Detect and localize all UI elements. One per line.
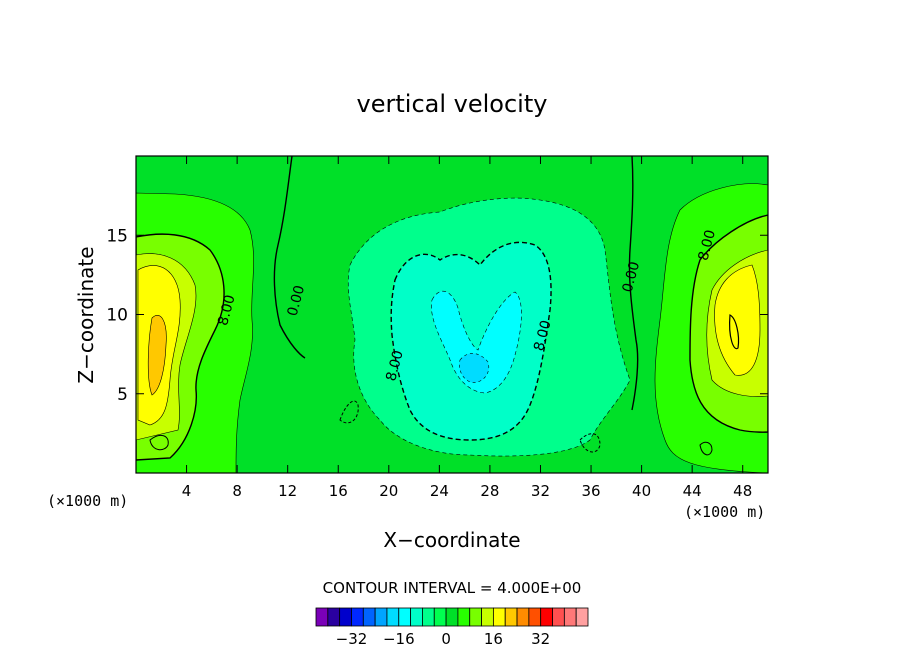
contour-fill-left-20	[147, 315, 167, 396]
x-tick-label: 12	[278, 482, 297, 500]
x-tick-label: 24	[430, 482, 449, 500]
colorbar-swatch	[563, 607, 577, 627]
colorbar-swatch	[339, 607, 352, 627]
y-tick-label: 5	[117, 385, 128, 405]
colorbar-tick-label: 32	[531, 630, 550, 648]
contour-fill-right-16	[714, 264, 761, 376]
colorbar-swatch	[516, 607, 530, 627]
colorbar-swatch	[575, 607, 589, 627]
x-tick-label: 16	[329, 482, 348, 500]
contour-label: 8.00	[531, 319, 555, 353]
x-axis-ticks: 4 8 12 16 20 24 28 32 36 40 44 48	[182, 156, 752, 500]
x-unit-left: (×1000 m)	[47, 492, 128, 510]
colorbar-swatch	[540, 607, 553, 627]
colorbar-swatch	[315, 607, 329, 627]
y-axis-label: Z−coordinate	[74, 246, 98, 383]
colorbar-swatch	[351, 607, 364, 627]
contour-label: 0.00	[285, 284, 309, 318]
colorbar-ticks: −32 −16 0 16 32	[336, 630, 551, 648]
colorbar-swatch	[445, 607, 459, 627]
contour-label: 8.00	[695, 228, 719, 262]
contour-fill-center-neg16	[459, 353, 490, 383]
contour-line-zero-left	[273, 156, 306, 359]
colorbar-swatch	[492, 607, 506, 627]
y-axis-ticks: 5 10 15	[106, 226, 768, 405]
x-tick-label: 8	[232, 482, 242, 500]
colorbar-swatch	[410, 607, 423, 627]
contour-line-small-3	[699, 441, 713, 456]
x-tick-label: 28	[480, 482, 499, 500]
x-axis-label: X−coordinate	[383, 528, 520, 552]
contour-fill-center-neg8	[390, 241, 552, 441]
contour-label: 8.00	[383, 349, 407, 383]
contour-line-small-4	[149, 434, 169, 451]
y-tick-label: 10	[106, 306, 128, 326]
contour-line-zero-right	[628, 156, 639, 411]
x-tick-label: 48	[733, 482, 752, 500]
colorbar-swatch	[422, 607, 435, 627]
colorbar-tick-label: 16	[484, 630, 503, 648]
x-unit-right: (×1000 m)	[684, 503, 765, 521]
contour-label: 0.00	[620, 260, 644, 294]
x-tick-label: 36	[581, 482, 600, 500]
colorbar-tick-label: −32	[336, 630, 368, 648]
y-tick-label: 15	[106, 226, 128, 246]
colorbar-swatch	[327, 607, 341, 627]
contour-line-small-2	[579, 433, 601, 453]
colorbar-tick-label: 0	[441, 630, 451, 648]
x-tick-label: 44	[683, 482, 702, 500]
colorbar	[315, 607, 589, 627]
contour-interval-label: CONTOUR INTERVAL = 4.000E+00	[323, 579, 582, 597]
colorbar-swatch	[433, 607, 447, 627]
plot-area	[136, 156, 768, 473]
colorbar-swatch	[457, 607, 471, 627]
colorbar-swatch	[528, 607, 542, 627]
colorbar-swatch	[481, 607, 494, 627]
colorbar-swatch	[504, 607, 518, 627]
contour-line-small-1	[339, 400, 359, 424]
colorbar-swatch	[398, 607, 412, 627]
colorbar-swatch	[552, 607, 565, 627]
colorbar-swatch	[374, 607, 388, 627]
colorbar-swatch	[469, 607, 482, 627]
chart-title: vertical velocity	[357, 90, 548, 118]
contour-fill-center-neg12	[431, 290, 522, 394]
colorbar-swatch	[386, 607, 400, 627]
colorbar-tick-label: −16	[383, 630, 415, 648]
x-tick-label: 40	[632, 482, 651, 500]
x-tick-label: 32	[531, 482, 550, 500]
contour-labels: 8.00 0.00 8.00 8.00 0.00 8.00	[215, 228, 719, 383]
x-tick-label: 4	[182, 482, 192, 500]
x-tick-label: 20	[379, 482, 398, 500]
colorbar-swatch	[362, 607, 376, 627]
contour-line-right-20	[729, 314, 740, 350]
contour-label: 8.00	[215, 293, 239, 327]
